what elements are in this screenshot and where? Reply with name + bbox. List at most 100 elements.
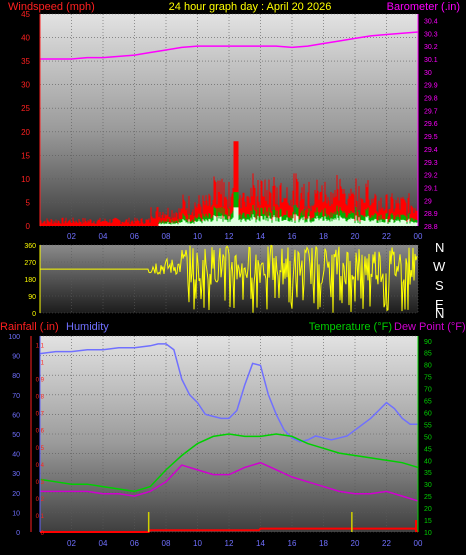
tick-label: 25 [21,104,30,113]
tick-label: 04 [99,539,108,548]
tick-label: 18 [319,232,328,241]
tick-label: 30.1 [424,57,438,64]
tick-label: 90 [424,339,432,346]
tick-label: 14 [256,232,265,241]
barometer-line [40,31,419,60]
tick-label: 60 [424,410,432,417]
tick-label: 55 [424,422,432,429]
tick-label: 30 [424,482,432,489]
tick-label: 20 [21,128,30,137]
tick-label: 20 [351,232,360,241]
tick-label: 29.3 [424,160,438,167]
tick-label: 10 [193,539,202,548]
tick-label: 30 [21,81,30,90]
tick-label: 25 [424,494,432,501]
direction-letters: N W S E N [433,240,446,321]
tick-label: 75 [424,375,432,382]
dew-point-line [40,461,419,502]
tick-label: 16 [288,539,297,548]
direction-axis-labels: 0 90 180 270 360 [24,243,36,318]
tick-label: 40 [12,452,20,459]
tick-label: 90 [28,294,36,301]
rainfall-label: Rainfall (.in) [0,321,59,333]
tick-label: 20 [12,491,20,498]
tick-label: 10 [21,175,30,184]
tick-label: 15 [424,518,432,525]
humidity-label: Humidity [66,321,109,333]
tick-label: 40 [424,458,432,465]
tick-label: 70 [424,387,432,394]
tick-label: 29.6 [424,121,438,128]
tick-label: 30 [12,471,20,478]
tick-label: 12 [225,539,234,548]
tick-label: 10 [12,510,20,517]
direction-letter: W [433,259,446,274]
tick-label: 06 [130,539,139,548]
tick-label: 08 [162,539,171,548]
tick-label: 0 [32,311,36,318]
tick-label: 1 [41,361,45,367]
tick-label: 04 [99,232,108,241]
tick-label: 29.7 [424,108,438,115]
tick-label: 65 [424,399,432,406]
tick-label: 50 [424,434,432,441]
tick-label: 06 [130,232,139,241]
tick-label: 28.8 [424,224,438,231]
tick-label: 30.3 [424,31,438,38]
tick-label: 08 [162,232,171,241]
humidity-line [39,343,418,443]
tick-label: 45 [21,10,30,19]
tick-label: 30.2 [424,44,438,51]
tick-label: 80 [424,363,432,370]
tick-label: 30.4 [424,18,438,25]
tick-label: 0 [26,222,31,231]
tick-label: 18 [319,539,328,548]
tick-label: 15 [21,151,30,160]
tick-label: 02 [67,539,76,548]
tick-label: 29 [424,198,432,205]
tick-label: 70 [12,393,20,400]
tick-label: 29.8 [424,96,438,103]
barometer-label: Barometer (.in) [387,1,460,13]
rain-events [147,512,417,532]
tick-label: 10 [424,530,432,537]
dew-point-label: Dew Point (°F) [394,321,466,333]
tick-label: 5 [26,198,31,207]
tick-label: 12 [225,232,234,241]
tick-label: 50 [12,432,20,439]
tick-label: 20 [351,539,360,548]
tick-label: 270 [24,260,36,267]
tick-label: 20 [424,506,432,513]
direction-letter: S [435,278,444,293]
temperature-line [39,433,419,493]
tick-label: 00 [414,539,423,548]
tick-label: 0 [41,531,45,537]
tick-label: 10 [193,232,202,241]
tick-label: 180 [24,277,36,284]
direction-letter: N [435,240,444,255]
tick-label: 28.9 [424,211,438,218]
windspeed-label: Windspeed (mph) [8,1,95,13]
tick-label: 80 [12,373,20,380]
tick-label: 60 [12,412,20,419]
tick-label: 29.5 [424,134,438,141]
wind-axis-labels: 0 5 10 15 20 25 30 35 40 45 28.8 28.9 29 29.1 29.2 29.3… [21,10,438,241]
graph-title: 24 hour graph day : April 20 2026 [169,1,332,13]
tick-label: 02 [67,232,76,241]
tick-label: 29.9 [424,83,438,90]
tick-label: 35 [424,470,432,477]
direction-letter: N [435,306,444,321]
tick-label: 35 [21,57,30,66]
rainfall-line [40,527,419,533]
tick-label: 29.4 [424,147,438,154]
tick-label: 16 [288,232,297,241]
tick-label: 22 [382,539,391,548]
tick-label: 0 [16,530,20,537]
tick-label: 22 [382,232,391,241]
tick-label: 40 [21,34,30,43]
wind-direction-line [40,244,418,313]
tick-label: 360 [24,243,36,250]
tick-label: 90 [12,354,20,361]
tick-label: 00 [414,232,423,241]
